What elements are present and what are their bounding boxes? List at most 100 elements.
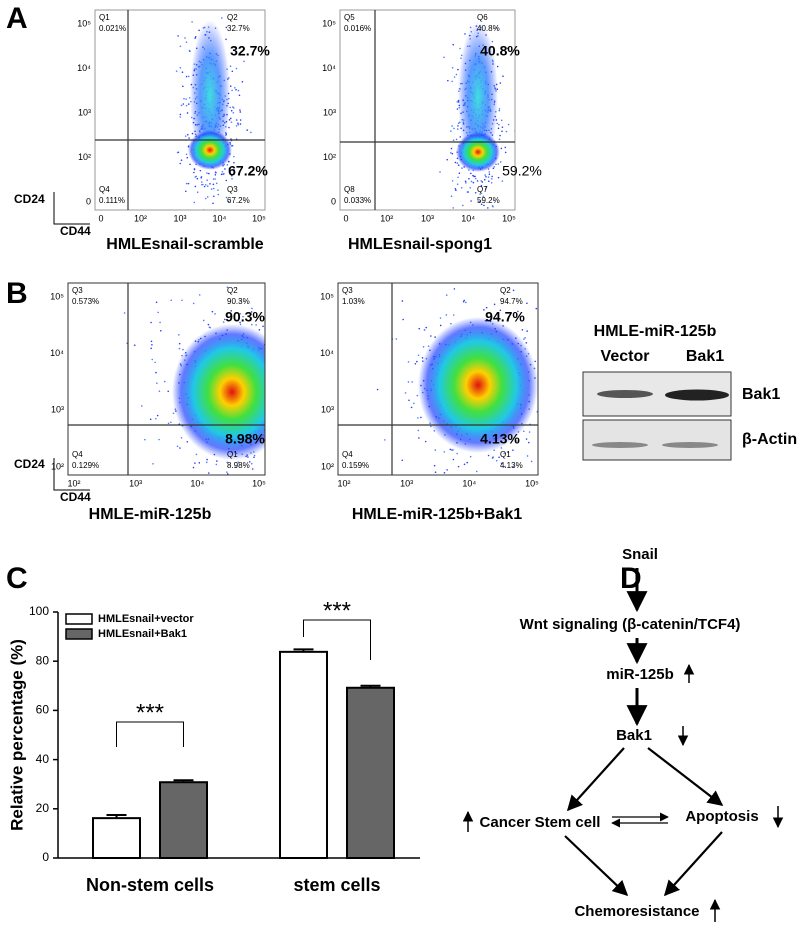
event-dot [212,202,214,205]
event-dot [488,171,491,173]
event-dot [452,43,455,46]
y-tick-label: 0 [331,196,336,206]
event-dot [446,158,449,161]
event-dot [248,461,251,463]
event-dot [235,88,237,91]
event-dot [239,123,242,125]
event-dot [498,123,500,126]
quadrant-name: Q3 [227,185,238,194]
quadrant-percent: 8.98% [227,461,250,470]
event-dot [465,301,467,304]
event-dot [239,321,241,324]
event-dot [235,466,237,468]
error-bar [293,648,314,652]
event-dot [499,309,502,312]
event-dot [498,456,500,459]
event-dot [487,454,490,457]
event-dot [212,183,215,186]
event-dot [528,431,531,433]
event-dot [232,112,235,114]
event-dot [563,336,565,338]
event-dot [452,314,455,316]
event-dot [230,174,233,177]
event-dot [209,183,211,185]
event-dot [501,180,504,182]
event-dot [457,122,460,125]
event-dot [212,477,214,479]
event-dot [287,425,289,427]
event-dot [155,417,157,420]
event-dot [302,328,304,330]
event-dot [496,122,499,125]
event-dot [488,173,491,175]
y-tick-label: 100 [29,604,49,618]
event-dot [491,487,493,489]
event-dot [276,379,278,381]
event-dot [231,2,233,4]
event-dot [456,219,458,221]
legend-swatch [65,613,93,625]
event-dot [534,360,536,363]
event-dot [549,370,551,372]
event-dot [245,476,247,478]
y-tick-label: 10⁵ [322,18,336,28]
event-dot [159,329,162,332]
event-dot [491,178,493,180]
event-dot [434,471,437,474]
event-dot [194,37,196,39]
event-dot [569,386,571,388]
event-dot [459,136,462,138]
event-dot [232,106,234,108]
event-dot [157,311,159,314]
event-dot [203,219,205,221]
event-dot [203,185,206,188]
event-dot [479,193,481,195]
event-dot [194,185,197,188]
event-dot [235,67,238,70]
event-dot [321,343,323,345]
event-dot [272,400,274,402]
event-dot [376,388,379,391]
event-dot [229,171,231,173]
event-dot [273,490,275,492]
event-dot [179,113,182,116]
event-dot [469,186,472,189]
event-dot [282,383,284,385]
event-dot [504,151,507,154]
event-dot [433,464,436,467]
event-dot [178,334,180,336]
quadrant-name: Q4 [99,185,110,194]
y-tick-label: 10² [323,152,336,162]
event-dot [439,317,442,319]
event-dot [446,469,448,471]
event-dot [196,177,199,180]
event-dot [499,82,502,84]
event-dot [461,227,463,229]
event-dot [155,301,158,304]
quadrant-percent: 4.13% [500,461,523,470]
event-dot [198,462,201,464]
diagram-node: Bak1 [616,727,652,744]
quadrant-name: Q5 [344,13,355,22]
event-dot [485,186,487,188]
event-dot [229,85,232,88]
quadrant-percent: 0.021% [99,24,126,33]
bar [92,817,141,860]
event-dot [191,21,193,23]
event-dot [229,117,232,120]
event-dot [526,455,529,457]
event-dot [279,391,281,393]
event-dot [193,168,196,171]
event-dot [170,421,172,424]
event-dot [285,375,287,377]
quadrant-name: Q4 [72,450,83,459]
event-dot [479,230,481,232]
event-dot [422,346,425,348]
event-dot [222,321,225,323]
event-dot [417,354,420,357]
event-dot [539,430,541,432]
event-dot [439,171,441,173]
event-dot [450,147,453,150]
event-dot [206,185,209,187]
